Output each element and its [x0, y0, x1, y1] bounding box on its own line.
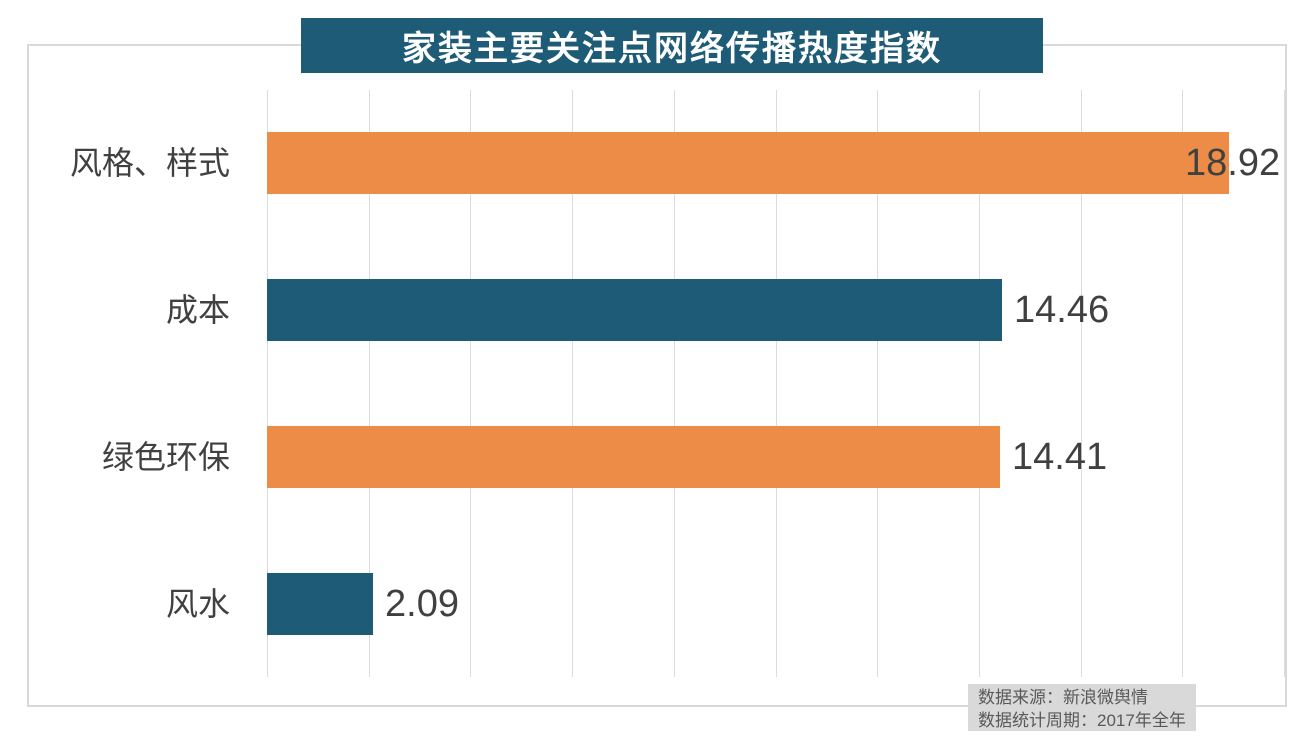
- gridline: [572, 90, 573, 677]
- gridline: [369, 90, 370, 677]
- gridline: [470, 90, 471, 677]
- gridline: [1284, 90, 1285, 677]
- category-label: 绿色环保: [101, 439, 230, 475]
- value-label: 2.09: [385, 583, 459, 625]
- value-label: 14.41: [1012, 436, 1108, 478]
- gridline: [877, 90, 878, 677]
- value-label: 14.46: [1014, 289, 1110, 331]
- chart-bar: [267, 573, 373, 635]
- category-label: 风水: [165, 586, 230, 622]
- chart-title-band: 家装主要关注点网络传播热度指数: [301, 18, 1043, 73]
- chart-bar: [267, 279, 1002, 341]
- gridline: [776, 90, 777, 677]
- data-period-line: 数据统计周期：2017年全年: [978, 711, 1186, 730]
- chart-bar: [267, 132, 1229, 194]
- chart-bar: [267, 426, 1000, 488]
- data-source-line: 数据来源：新浪微舆情: [978, 688, 1148, 707]
- category-label: 成本: [165, 292, 230, 328]
- chart-title: 家装主要关注点网络传播热度指数: [402, 30, 942, 68]
- gridline: [267, 90, 268, 677]
- gridline: [1182, 90, 1183, 677]
- category-label: 风格、样式: [69, 145, 230, 181]
- gridline: [979, 90, 980, 677]
- gridline: [1081, 90, 1082, 677]
- value-label: 18.92: [1185, 142, 1281, 184]
- data-source-note: 数据来源：新浪微舆情 数据统计周期：2017年全年: [968, 684, 1196, 731]
- gridline: [674, 90, 675, 677]
